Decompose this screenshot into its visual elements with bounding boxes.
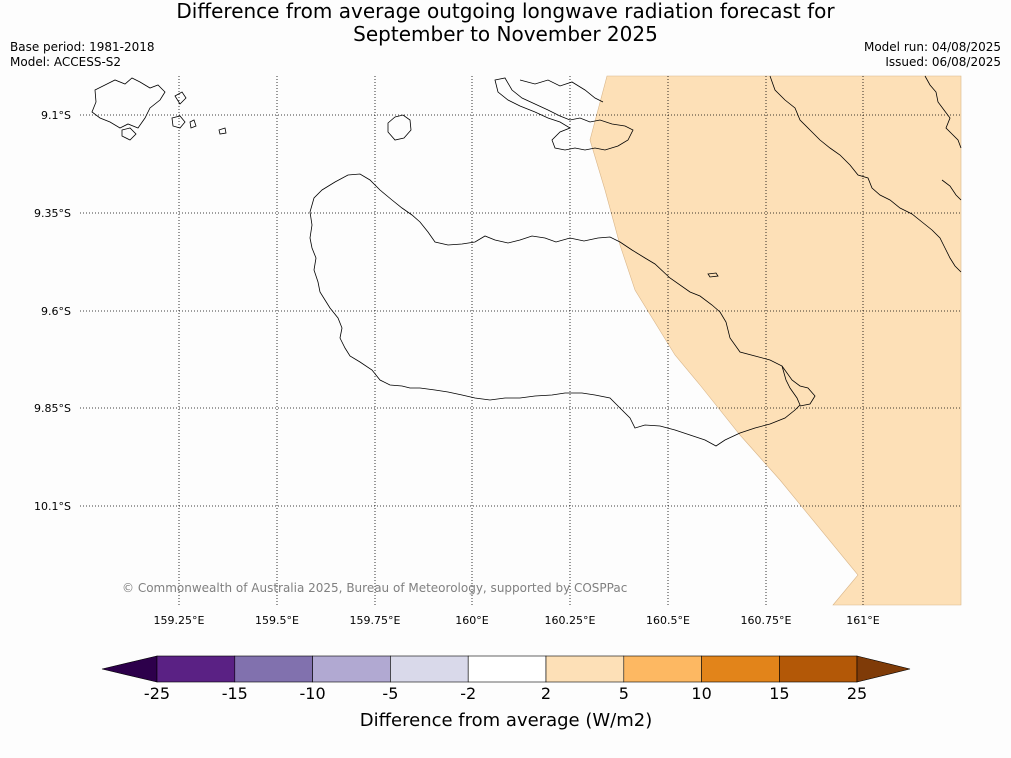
guadalcanal-cape-detail — [781, 365, 816, 407]
lon-label: 160.5°E — [646, 614, 690, 627]
longitude-gridlines — [178, 76, 864, 605]
nggela-islands — [494, 77, 634, 151]
meta-right: Model run: 04/08/2025 Issued: 06/08/2025 — [864, 40, 1001, 70]
lon-label: 159.25°E — [154, 614, 205, 627]
lon-label: 160.25°E — [545, 614, 596, 627]
colorbar-bin — [156, 655, 236, 683]
lat-label: 9.1°S — [41, 109, 71, 122]
small-islet-east — [707, 272, 719, 278]
colorbar-label: Difference from average (W/m2) — [360, 710, 652, 731]
lat-label: 10.1°S — [34, 500, 71, 513]
malaita-bay-detail — [941, 179, 962, 201]
savo-island — [387, 114, 412, 141]
colorbar-over-triangle — [856, 655, 911, 683]
colorbar: -25 -15 -10 -5 -2 2 5 10 15 25 Differenc… — [101, 655, 911, 731]
colorbar-tick: 10 — [691, 684, 711, 703]
colorbar-under-triangle — [101, 655, 158, 683]
colorbar-bin — [312, 655, 391, 683]
russell-islet-a — [121, 127, 137, 141]
colorbar-tick: -5 — [382, 684, 398, 703]
lon-label: 161°E — [846, 614, 879, 627]
issued-date: Issued: 06/08/2025 — [885, 55, 1001, 69]
model-run: Model run: 04/08/2025 — [863, 40, 1001, 54]
base-period: Base period: 1981-2018 — [10, 40, 155, 54]
title-line-1: Difference from average outgoing longwav… — [176, 0, 835, 23]
lon-label: 159.5°E — [255, 614, 299, 627]
russell-islet-c — [174, 91, 187, 105]
lon-label: 160°E — [455, 614, 488, 627]
colorbar-bin — [467, 655, 547, 683]
colorbar-tick: 25 — [847, 684, 867, 703]
colorbar-tick: 5 — [619, 684, 629, 703]
colorbar-ticks: -25 -15 -10 -5 -2 2 5 10 15 25 — [144, 684, 867, 703]
anomaly-shade-region — [589, 75, 962, 606]
longitude-labels: 159.25°E 159.5°E 159.75°E 160°E 160.25°E… — [154, 614, 880, 627]
colorbar-tick: 15 — [769, 684, 789, 703]
lon-label: 160.75°E — [741, 614, 792, 627]
chart-title: Difference from average outgoing longwav… — [0, 0, 1011, 46]
colorbar-bin — [390, 655, 469, 683]
malaita-coastline — [769, 75, 962, 273]
colorbar-bin — [234, 655, 313, 683]
russell-islet-e — [189, 119, 197, 129]
colorbar-bin — [701, 655, 780, 683]
coastlines — [91, 75, 962, 447]
copyright-text: © Commonwealth of Australia 2025, Bureau… — [122, 581, 627, 595]
colorbar-bin — [623, 655, 702, 683]
lat-label: 9.6°S — [41, 305, 71, 318]
guadalcanal-coastline — [309, 173, 801, 447]
colorbar-tick: -15 — [222, 684, 248, 703]
colorbar-tick: -2 — [460, 684, 476, 703]
meta-left: Base period: 1981-2018 Model: ACCESS-S2 — [10, 40, 155, 70]
russell-islands — [91, 77, 166, 129]
colorbar-tick: -10 — [300, 684, 326, 703]
colorbar-tick: -25 — [144, 684, 170, 703]
latitude-labels: 9.1°S 9.35°S 9.6°S 9.85°S 10.1°S — [34, 109, 71, 513]
colorbar-bin — [779, 655, 858, 683]
malaita-northwest-coast — [924, 75, 962, 149]
lat-label: 9.35°S — [34, 207, 71, 220]
colorbar-tick: 2 — [541, 684, 551, 703]
nggela-north-coast — [519, 79, 604, 103]
title-line-2: September to November 2025 — [353, 22, 658, 46]
model-name: Model: ACCESS-S2 — [10, 55, 122, 69]
colorbar-bin — [545, 655, 625, 683]
lon-label: 159.75°E — [350, 614, 401, 627]
russell-islet-b — [171, 115, 186, 129]
russell-islet-d — [218, 127, 227, 135]
map-panel: © Commonwealth of Australia 2025, Bureau… — [80, 75, 962, 606]
lat-label: 9.85°S — [34, 402, 71, 415]
